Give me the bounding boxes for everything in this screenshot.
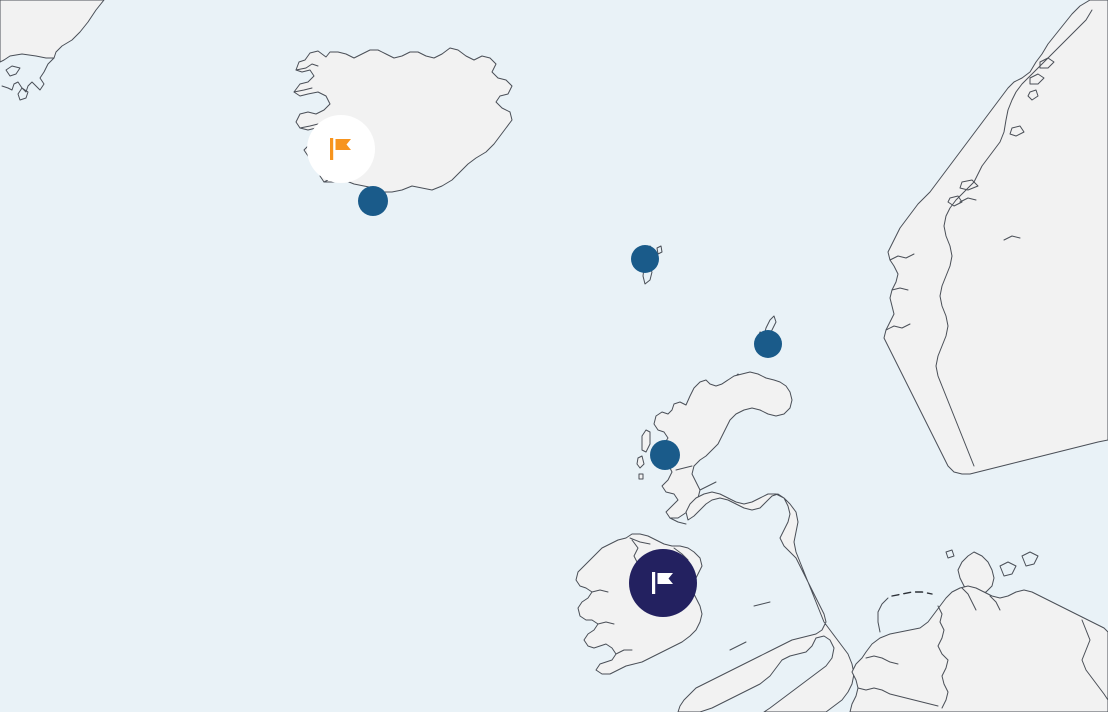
landmass-outer-hebrides-north xyxy=(641,429,651,453)
norway-island-round xyxy=(1027,89,1039,101)
marker-ireland-flag[interactable] xyxy=(629,549,697,617)
flag-icon xyxy=(652,572,673,594)
germany-north-coast-detail xyxy=(961,587,1001,611)
denmark-islands xyxy=(999,551,1039,577)
germany-east-border xyxy=(1081,619,1108,701)
norway-island-more xyxy=(959,179,979,191)
norway-coast-fjords xyxy=(885,197,1021,331)
netherlands-coast-detail xyxy=(865,597,899,665)
iceland-westfjords-detail xyxy=(293,63,343,183)
norway-island-lofoten-a xyxy=(1039,57,1055,69)
landmass-greenland xyxy=(0,0,105,63)
landmass-continental-europe xyxy=(849,585,1108,712)
landmass-hebrides-islet xyxy=(638,473,644,480)
marker-faroe-dot[interactable] xyxy=(631,245,659,273)
landmass-outer-hebrides-south xyxy=(636,455,645,469)
faroe-island-outer xyxy=(656,245,663,255)
belgium-border xyxy=(857,687,939,707)
marker-iceland-dot[interactable] xyxy=(358,186,388,216)
landmass-britain-main xyxy=(677,491,855,712)
flag-icon xyxy=(330,138,351,160)
landmass-denmark xyxy=(957,551,995,595)
norway-sweden-border xyxy=(935,9,1093,467)
norway-island-mid xyxy=(1009,125,1025,137)
netherlands-germany-border xyxy=(937,605,949,709)
denmark-island-small xyxy=(945,549,955,559)
greenland-islet-b xyxy=(5,65,21,77)
britain-coast-detail xyxy=(669,465,771,651)
greenland-islet-a xyxy=(17,87,29,101)
landmass-scandinavia xyxy=(883,0,1108,475)
marker-scotland-dot[interactable] xyxy=(650,440,680,470)
landmass-greenland-coast-detail xyxy=(1,57,55,93)
marker-iceland-flag[interactable] xyxy=(307,115,375,183)
ijsselmeer-dike xyxy=(891,591,933,597)
norway-island-sognefjord xyxy=(947,195,963,207)
marker-shetland-dot[interactable] xyxy=(754,330,782,358)
norway-island-lofoten-b xyxy=(1029,73,1045,85)
ireland-coast-detail xyxy=(591,537,689,655)
